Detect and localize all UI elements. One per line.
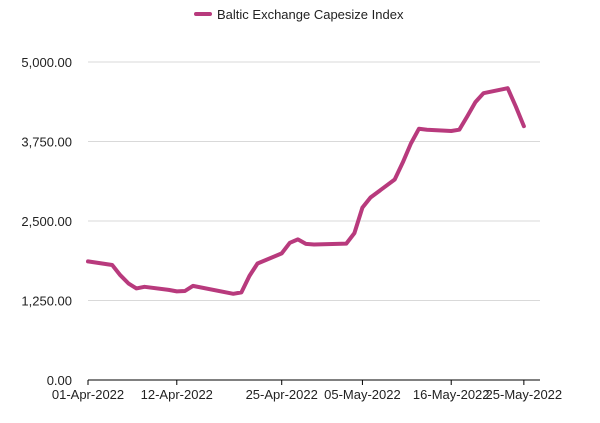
data-point <box>86 259 90 263</box>
legend: Baltic Exchange Capesize Index <box>194 7 404 22</box>
data-point <box>296 237 300 241</box>
data-point <box>304 242 308 246</box>
data-point <box>126 281 130 285</box>
data-point <box>393 178 397 182</box>
x-tick-label: 12-Apr-2022 <box>141 387 213 402</box>
data-point <box>514 105 518 109</box>
x-tick-label: 16-May-2022 <box>413 387 490 402</box>
data-point <box>183 289 187 293</box>
gridlines <box>88 61 540 381</box>
data-point <box>280 251 284 255</box>
x-tick-label: 25-Apr-2022 <box>246 387 318 402</box>
data-point <box>247 274 251 278</box>
data-point <box>473 100 477 104</box>
data-point <box>110 263 114 267</box>
data-point <box>449 129 453 133</box>
data-point <box>457 128 461 132</box>
legend-label: Baltic Exchange Capesize Index <box>217 7 404 22</box>
data-point <box>506 86 510 90</box>
data-point <box>231 292 235 296</box>
x-axis: 01-Apr-2022 12-Apr-2022 25-Apr-2022 05-May-… <box>52 380 562 402</box>
series-group <box>86 86 526 296</box>
data-point <box>417 127 421 131</box>
data-point <box>401 160 405 164</box>
x-tick-label: 25-May-2022 <box>486 387 563 402</box>
y-tick-label: 2,500.00 <box>21 214 72 229</box>
data-point <box>409 142 413 146</box>
data-point <box>143 285 147 289</box>
data-point <box>425 128 429 132</box>
y-tick-label: 3,750.00 <box>21 135 72 150</box>
y-tick-label: 1,250.00 <box>21 294 72 309</box>
data-point <box>167 288 171 292</box>
data-point <box>175 289 179 293</box>
data-point <box>256 262 260 266</box>
data-point <box>134 286 138 290</box>
series-line-capesize-index <box>86 86 526 296</box>
data-point <box>360 206 364 210</box>
y-axis: 0.00 1,250.00 2,500.00 3,750.00 5,000.00 <box>21 55 72 388</box>
data-point <box>482 91 486 95</box>
data-point <box>369 196 373 200</box>
data-point <box>312 243 316 247</box>
data-point <box>344 242 348 246</box>
data-point <box>465 114 469 118</box>
y-tick-label: 0.00 <box>47 373 72 388</box>
data-point <box>239 290 243 294</box>
data-point <box>352 231 356 235</box>
data-point <box>522 124 526 128</box>
y-tick-label: 5,000.00 <box>21 55 72 70</box>
x-tick-label: 05-May-2022 <box>324 387 401 402</box>
data-point <box>288 241 292 245</box>
x-tick-label: 01-Apr-2022 <box>52 387 124 402</box>
data-point <box>191 284 195 288</box>
data-point <box>118 273 122 277</box>
